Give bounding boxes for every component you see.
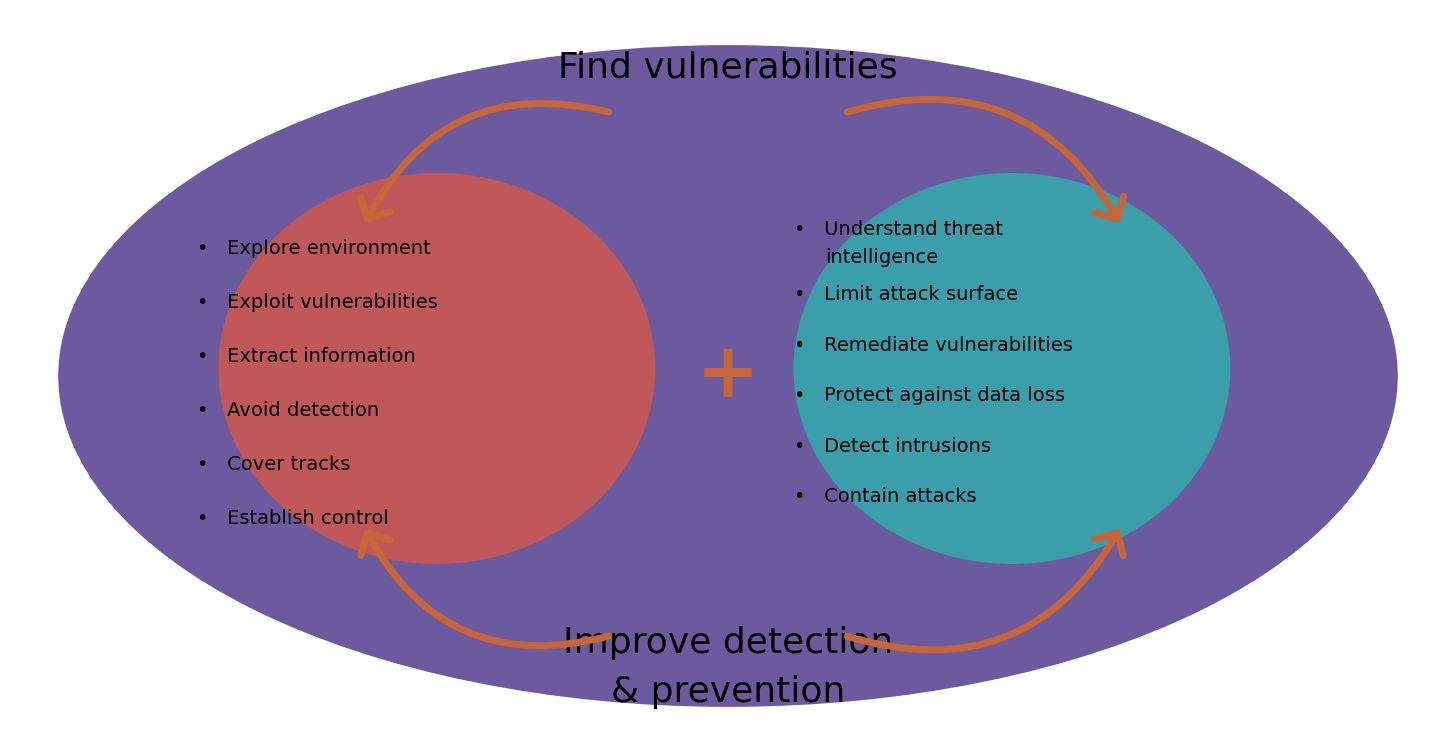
Text: •   Understand threat: • Understand threat — [794, 220, 1002, 239]
Text: •   Exploit vulnerabilities: • Exploit vulnerabilities — [197, 293, 437, 312]
FancyArrowPatch shape — [847, 533, 1123, 650]
Text: Improve detection: Improve detection — [563, 626, 893, 660]
Text: •   Cover tracks: • Cover tracks — [197, 455, 349, 475]
Ellipse shape — [794, 173, 1230, 564]
Text: •   Detect intrusions: • Detect intrusions — [794, 436, 990, 456]
Text: •   Explore environment: • Explore environment — [197, 238, 431, 258]
FancyArrowPatch shape — [360, 104, 609, 219]
Text: +: + — [696, 339, 760, 413]
Text: •   Protect against data loss: • Protect against data loss — [794, 386, 1064, 405]
Text: •   Contain attacks: • Contain attacks — [794, 487, 976, 506]
Text: & prevention: & prevention — [612, 675, 844, 709]
Text: intelligence: intelligence — [826, 248, 939, 268]
Ellipse shape — [218, 173, 655, 564]
Ellipse shape — [58, 45, 1398, 707]
Text: Find vulnerabilities: Find vulnerabilities — [558, 50, 898, 85]
FancyArrowPatch shape — [361, 533, 609, 646]
Text: •   Remediate vulnerabilities: • Remediate vulnerabilities — [794, 335, 1073, 355]
Text: •   Extract information: • Extract information — [197, 347, 415, 366]
Text: •   Avoid detection: • Avoid detection — [197, 401, 379, 420]
Text: •   Establish control: • Establish control — [197, 509, 389, 529]
Text: •   Limit attack surface: • Limit attack surface — [794, 285, 1018, 305]
FancyArrowPatch shape — [847, 99, 1124, 219]
